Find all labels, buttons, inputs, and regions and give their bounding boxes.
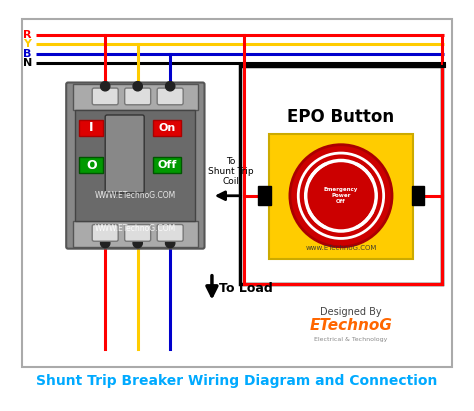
FancyBboxPatch shape (105, 115, 144, 193)
Text: WWW.ETechnoG.COM: WWW.ETechnoG.COM (94, 224, 175, 233)
Text: R: R (23, 30, 31, 40)
Circle shape (133, 238, 142, 248)
Bar (411, 187, 425, 205)
Bar (240, 66, 442, 284)
Circle shape (100, 81, 110, 91)
Text: www.ETechnoG.COM: www.ETechnoG.COM (305, 245, 377, 251)
Bar (270, 134, 413, 259)
Text: O: O (86, 159, 97, 172)
Text: Emergency
Power
Off: Emergency Power Off (324, 187, 358, 204)
Text: Electrical & Technology: Electrical & Technology (314, 337, 388, 342)
Bar (154, 157, 182, 173)
Text: N: N (23, 58, 32, 68)
Text: Shunt Trip Breaker Wiring Diagram and Connection: Shunt Trip Breaker Wiring Diagram and Co… (36, 374, 438, 388)
FancyBboxPatch shape (157, 88, 183, 105)
Text: I: I (89, 122, 93, 134)
Bar (79, 157, 103, 173)
Bar (73, 84, 198, 111)
Text: ETechnoG: ETechnoG (310, 318, 392, 333)
Bar (73, 221, 198, 247)
FancyBboxPatch shape (125, 88, 151, 105)
FancyBboxPatch shape (157, 224, 183, 241)
FancyBboxPatch shape (125, 224, 151, 241)
Circle shape (100, 238, 110, 248)
Circle shape (165, 81, 175, 91)
Text: Off: Off (158, 160, 177, 170)
Bar (258, 187, 271, 205)
FancyBboxPatch shape (92, 88, 118, 105)
Circle shape (133, 81, 142, 91)
FancyBboxPatch shape (66, 83, 204, 249)
Bar (154, 120, 182, 136)
Bar (75, 111, 195, 221)
FancyBboxPatch shape (92, 224, 118, 241)
Text: EPO Button: EPO Button (287, 108, 394, 126)
Bar (79, 120, 103, 136)
Text: On: On (159, 123, 176, 133)
Text: To
Shunt Trip
Coil: To Shunt Trip Coil (208, 157, 253, 187)
Circle shape (165, 238, 175, 248)
Text: Designed By: Designed By (320, 307, 382, 317)
Text: Y: Y (23, 39, 31, 49)
Circle shape (290, 145, 392, 247)
Text: To Load: To Load (219, 282, 273, 295)
Text: WWW.ETechnoG.COM: WWW.ETechnoG.COM (94, 191, 175, 200)
Text: B: B (23, 49, 31, 59)
